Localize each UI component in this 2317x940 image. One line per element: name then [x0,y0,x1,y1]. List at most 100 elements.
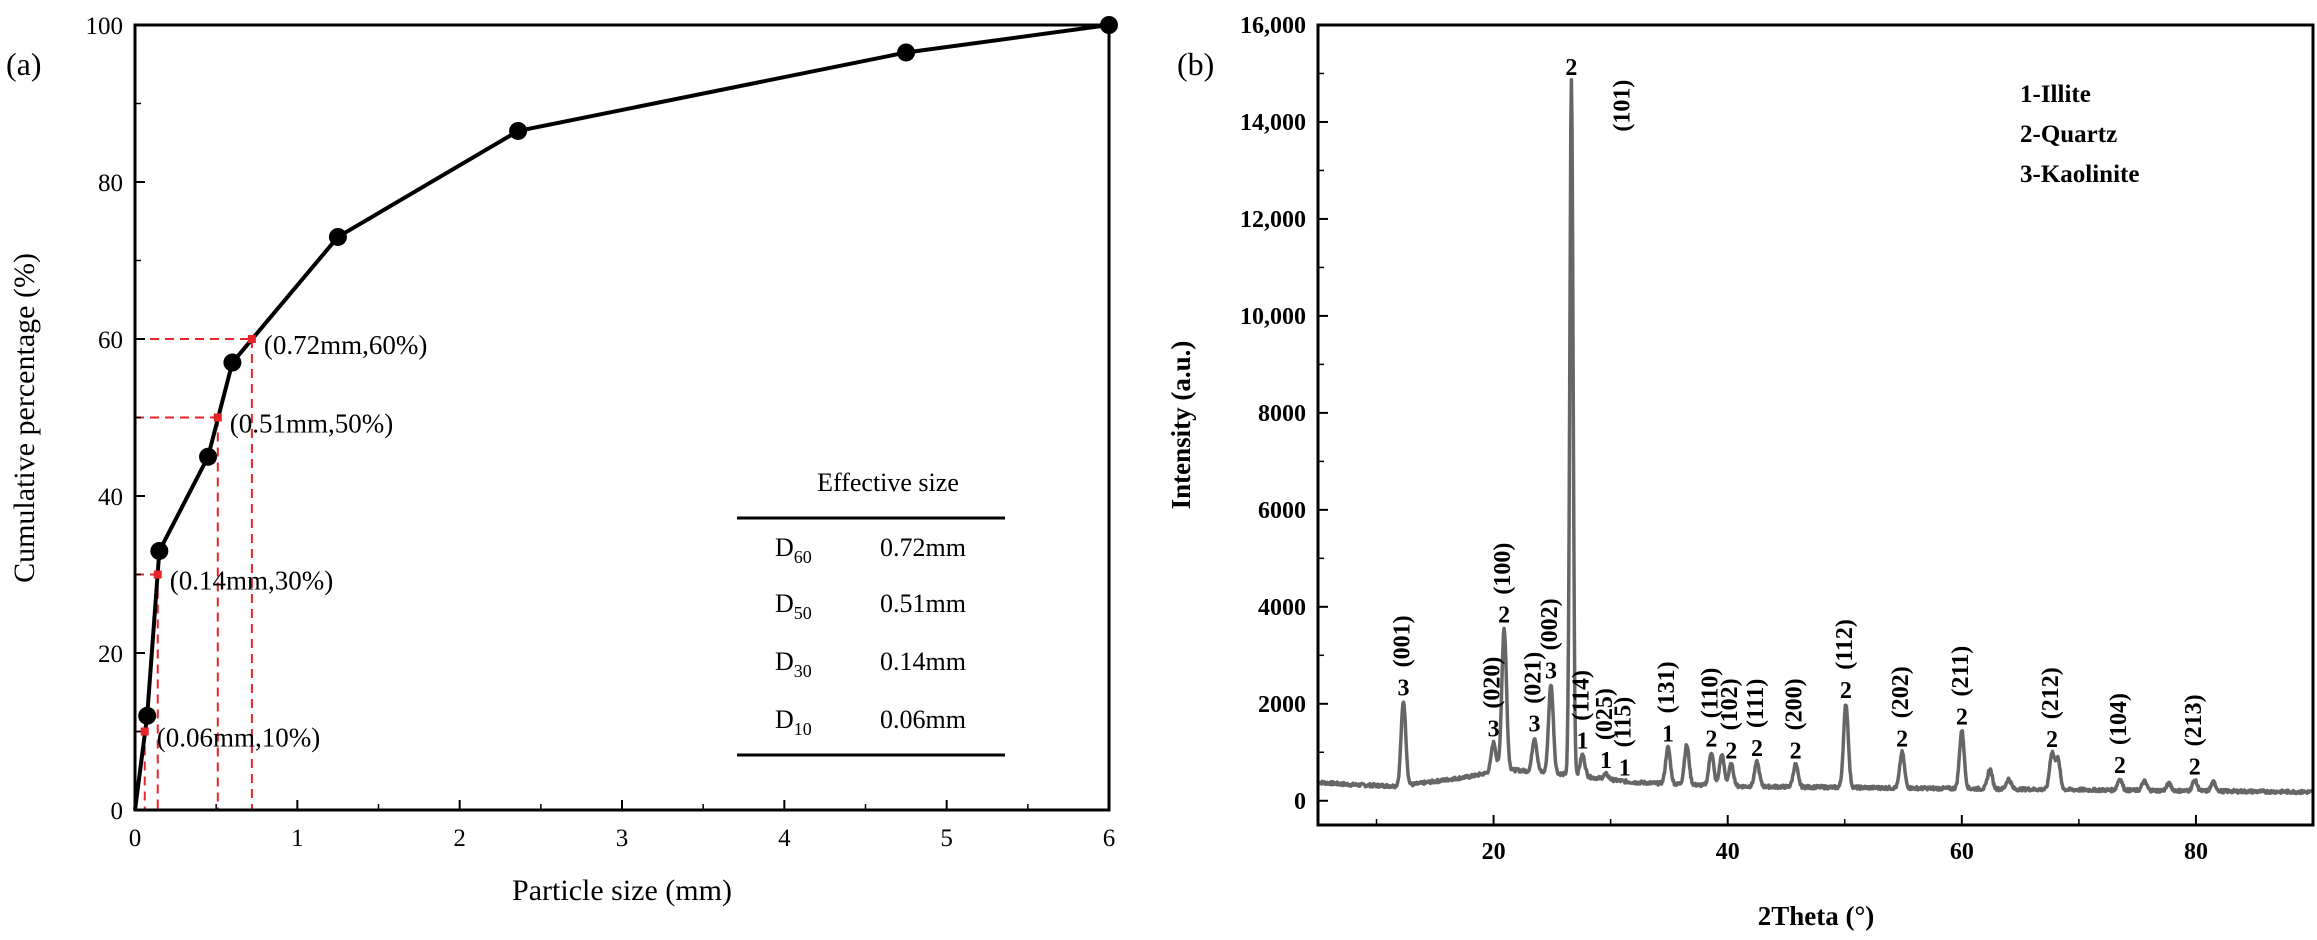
table-row-value: 0.14mm [880,647,966,676]
panel-a-x-tick-label: 2 [453,825,466,852]
panel-a-y-tick-label: 80 [98,170,123,197]
peak-phase-number: 1 [1619,755,1631,781]
peak-phase-number: 2 [1790,738,1802,764]
reference-point [247,335,256,343]
panel-b-x-tick-label: 40 [1716,839,1740,865]
peak-phase-number: 2 [1751,736,1763,762]
panel-a-x-tick-label: 5 [940,825,953,852]
peak-phase-number: 1 [1662,721,1674,747]
panel-a-x-tick-label: 1 [291,825,304,852]
peak-miller-index: (114) [1569,670,1595,721]
panel-a-y-tick-label: 0 [111,798,124,825]
peak-miller-index: (213) [2181,694,2207,746]
panel-a-y-tick-label: 100 [86,13,124,40]
peak-miller-index: (025) [1592,688,1618,740]
peak-phase-number: 2 [2046,727,2058,753]
peak-miller-index: (102) [1717,678,1743,730]
peak-phase-number: 2 [2189,754,2201,780]
gradation-curve-point [150,541,169,560]
peak-phase-number: 3 [1397,675,1409,701]
gradation-curve-point [223,353,242,372]
effective-size-table-rows: D60 0.72mm D50 0.51mm D30 0.14mm D10 0.06mm [775,533,966,739]
panel-b-y-tick-label: 4000 [1258,595,1306,621]
panel-b-plot-frame [1316,23,2315,827]
effective-size-table-title: Effective size [817,468,959,497]
panel-a-x-tick-label: 0 [129,825,142,852]
panel-b-y-tick-label: 8000 [1258,401,1306,427]
table-row-label: D30 [775,647,812,681]
panel-b-x-tick-label: 20 [1482,839,1506,865]
peak-phase-number: 2 [2114,753,2126,779]
peak-miller-index: (115) [1611,697,1637,748]
peak-phase-number: 2 [1956,704,1968,730]
gradation-curve-point [1100,16,1118,34]
table-row-label: D50 [775,589,812,623]
peak-miller-index: (212) [2038,667,2064,719]
panel-b: (b) 0 2000 4000 6000 8000 10,000 12,000 14,000 1… [1166,13,2315,931]
gradation-curve-point [328,227,347,246]
panel-b-label: (b) [1177,46,1214,82]
panel-b-y-tick-label: 10,000 [1240,304,1306,330]
panel-b-y-tick-label: 14,000 [1240,110,1306,136]
peak-miller-index: (101) [1609,80,1635,132]
peak-miller-index: (104) [2106,693,2132,745]
peak-miller-index: (110) [1697,668,1723,719]
peak-miller-index: (021) [1521,652,1547,704]
panel-a-series [133,16,1118,811]
panel-a-x-axis-label: Particle size (mm) [512,874,732,907]
panel-b-x-tick-label: 80 [2184,839,2208,865]
peak-miller-index: (131) [1654,661,1680,713]
peak-phase-number: 2 [1840,678,1852,704]
panel-a-x-tick-label: 6 [1103,825,1116,852]
reference-point-label: (0.06mm,10%) [157,723,320,753]
gradation-curve-point [199,447,218,466]
table-row-value: 0.06mm [880,705,966,734]
reference-point-label: (0.14mm,30%) [170,566,333,596]
panel-a-y-axis-label: Cumulative percentage (%) [8,253,41,583]
peak-phase-number: 2 [1705,726,1717,752]
peak-phase-number: 2 [1725,738,1737,764]
peak-phase-number: 2 [1896,726,1908,752]
peak-phase-number: 3 [1488,717,1500,743]
panel-a-reference-points: (0.06mm,10%) (0.14mm,30%) (0.51mm,50%) (0.7… [140,330,427,753]
peak-phase-number: 2 [1498,603,1510,629]
xrd-pattern-line [1316,78,2315,796]
panel-a-x-tick-label: 4 [778,825,791,852]
peak-miller-index: (200) [1782,678,1808,730]
peak-miller-index: (002) [1537,598,1563,650]
panel-a-y-tick-label: 40 [98,484,123,511]
table-row-value: 0.51mm [880,589,966,618]
panel-a-y-tick-label: 20 [98,641,123,668]
panel-b-x-tick-label: 60 [1950,839,1974,865]
peak-miller-index: (211) [1948,646,1974,697]
reference-point [153,570,162,579]
reference-point-label: (0.51mm,50%) [230,409,393,439]
panel-b-y-tick-label: 2000 [1258,692,1306,718]
panel-b-legend: 1-Illite 2-Quartz 3-Kaolinite [2020,81,2139,188]
panel-b-x-axis-label: 2Theta (°) [1758,901,1875,931]
peak-phase-number: 3 [1529,712,1541,738]
effective-size-table: Effective size D60 0.72mm D50 0.51mm D30 0.14… [737,468,1005,757]
legend-entry: 2-Quartz [2020,121,2117,148]
panel-b-y-tick-label: 12,000 [1240,207,1306,233]
gradation-curve-point [138,706,157,725]
peak-miller-index: (202) [1888,666,1914,718]
panel-a-reference-lines [135,338,253,810]
peak-miller-index: (100) [1490,543,1516,595]
panel-b-y-tick-label: 16,000 [1240,13,1306,39]
peak-miller-index: (112) [1832,619,1858,670]
peak-miller-index: (001) [1389,615,1415,667]
panel-b-y-tick-label: 6000 [1258,498,1306,524]
reference-point [140,727,149,736]
peak-miller-index: (020) [1480,657,1506,709]
legend-entry: 1-Illite [2020,81,2091,108]
panel-b-y-axis-label: Intensity (a.u.) [1166,341,1196,510]
table-row-label: D60 [775,533,812,567]
reference-point [213,413,222,422]
panel-b-series [1316,78,2315,796]
panel-b-axes: 0 2000 4000 6000 8000 10,000 12,000 14,000 16,00… [1240,13,2208,865]
table-row-value: 0.72mm [880,533,966,562]
gradation-curve-point [509,121,528,140]
